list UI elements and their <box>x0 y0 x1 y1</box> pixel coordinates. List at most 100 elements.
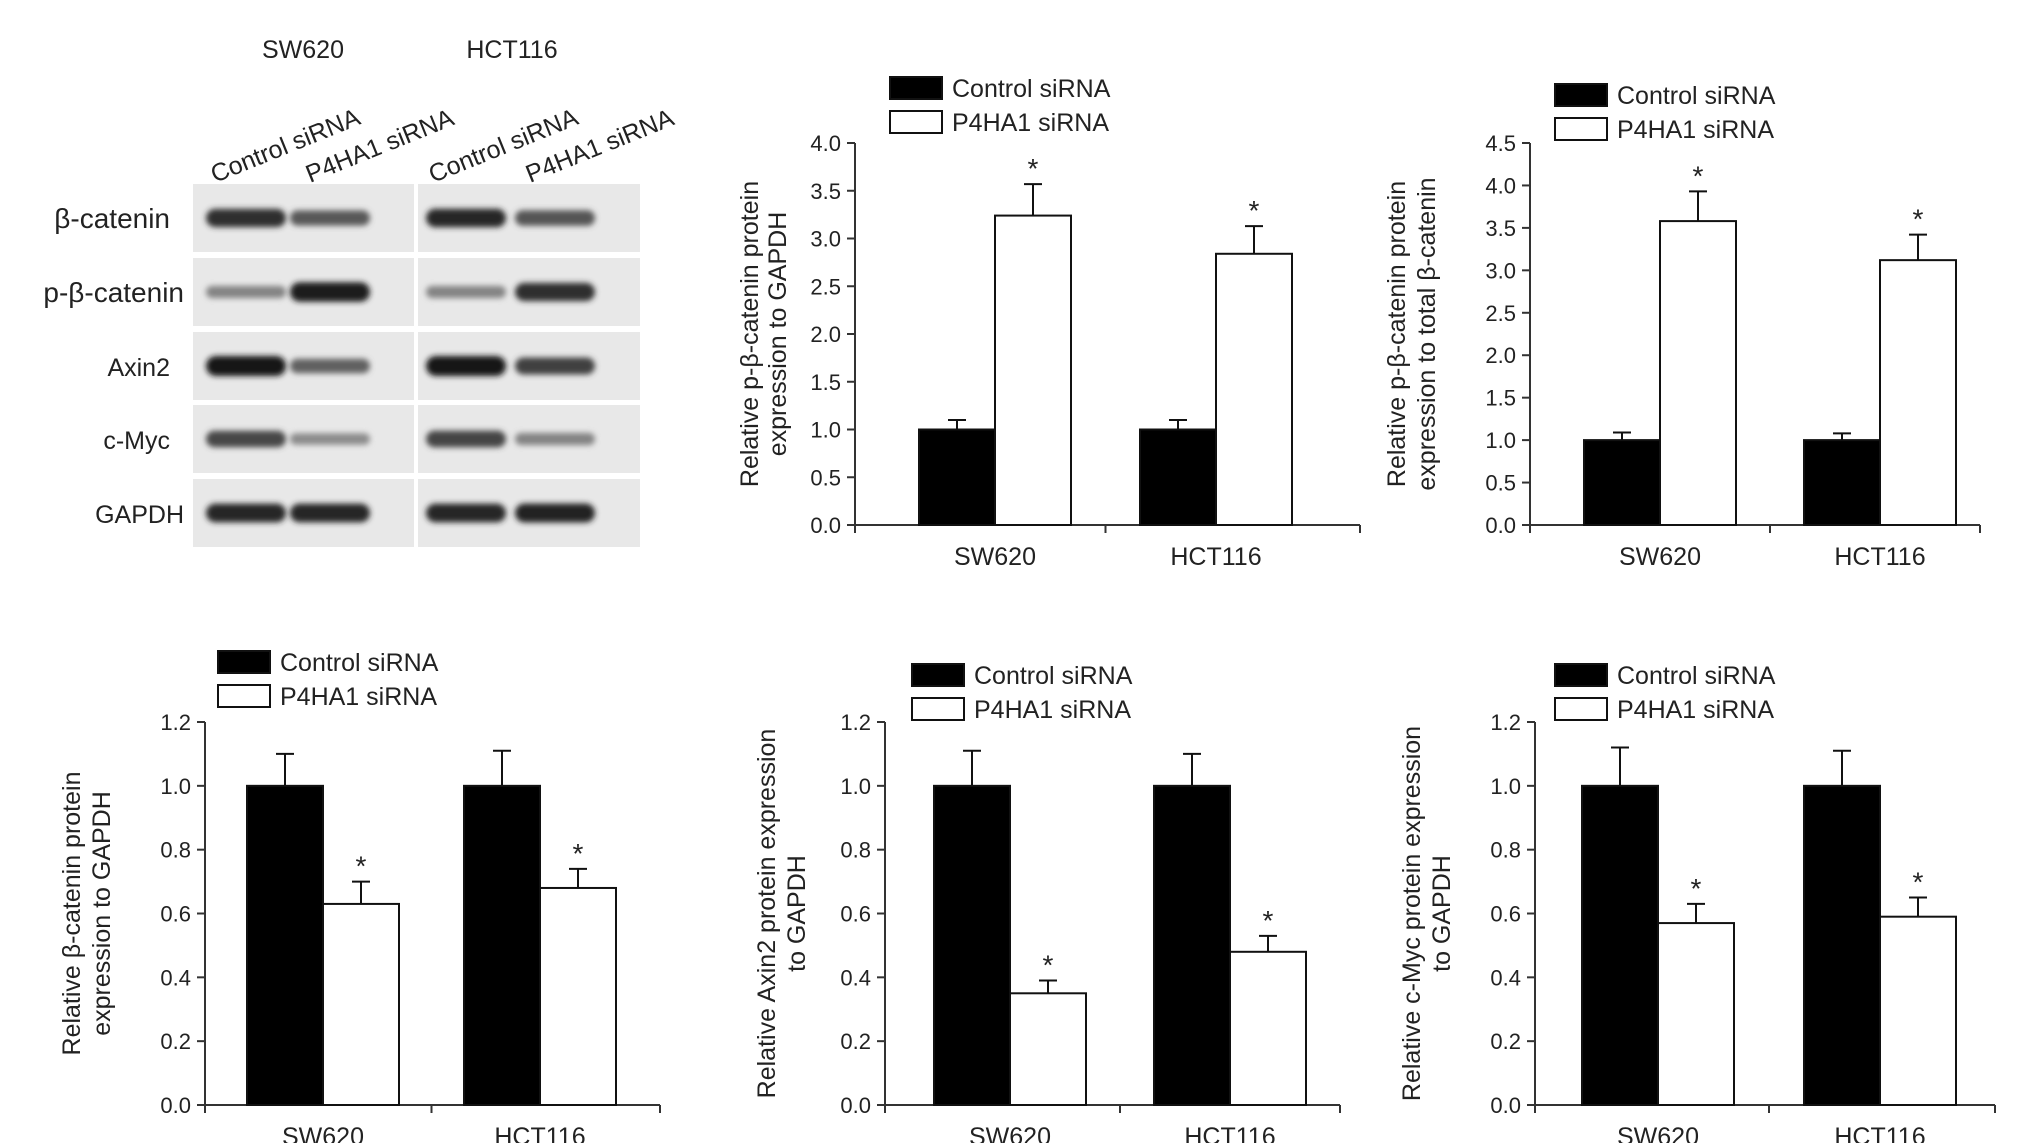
blot-band <box>206 208 286 228</box>
y-tick-label: 3.0 <box>1485 258 1516 283</box>
legend-swatch <box>1554 663 1608 687</box>
bar-control <box>1153 784 1231 1106</box>
legend-label: Control siRNA <box>1617 662 1776 690</box>
blot-band <box>206 285 286 299</box>
blot-band <box>515 282 595 302</box>
y-tick-label: 0.0 <box>1485 513 1516 538</box>
protein-label: β-catenin <box>54 203 170 234</box>
significance-star: * <box>1043 950 1054 981</box>
y-tick-label: 0.2 <box>160 1029 191 1054</box>
blot-band <box>515 357 595 375</box>
bar-control <box>1139 428 1217 526</box>
y-tick-label: 1.0 <box>160 774 191 799</box>
x-tick-label: HCT116 <box>1184 1123 1275 1143</box>
blot-band <box>290 282 370 302</box>
y-tick-label: 3.0 <box>810 227 841 252</box>
y-tick-label: 0.5 <box>810 465 841 490</box>
legend-label: P4HA1 siRNA <box>974 696 1131 724</box>
y-tick-label: 0.8 <box>1490 838 1521 863</box>
y-tick-label: 0.4 <box>840 965 871 990</box>
blot-band <box>206 503 286 523</box>
significance-star: * <box>1249 195 1260 226</box>
blot-band <box>515 432 595 446</box>
bar-chart-p-beta-catenin-total: 0.0 0.5 1.0 1.5 2.0 2.5 3.0 3.5 4.0 4.5 SW620 HCT11… <box>1383 82 1981 571</box>
y-axis-label: expression to GAPDH <box>764 212 792 457</box>
y-tick-label: 4.0 <box>1485 173 1516 198</box>
significance-star: * <box>1913 204 1924 235</box>
y-tick-label: 3.5 <box>1485 216 1516 241</box>
y-tick-label: 2.5 <box>1485 301 1516 326</box>
protein-label: p-β-catenin <box>43 277 184 308</box>
significance-star: * <box>1693 160 1704 191</box>
bar-control <box>1803 784 1881 1106</box>
bar-control <box>1803 439 1881 526</box>
bar-p4ha1 <box>1215 252 1293 526</box>
y-tick-label: 0.6 <box>1490 902 1521 927</box>
significance-star: * <box>1913 867 1924 898</box>
y-tick-label: 1.5 <box>810 370 841 395</box>
y-tick-label: 1.2 <box>160 710 191 735</box>
x-tick-label: SW620 <box>969 1123 1051 1143</box>
bar-p4ha1 <box>994 214 1072 527</box>
bar-p4ha1 <box>1009 992 1087 1107</box>
y-tick-label: 2.0 <box>1485 343 1516 368</box>
bar-control <box>918 428 996 526</box>
bar-chart-c-myc-gapdh: 0.0 0.2 0.4 0.6 0.8 1.0 1.2 SW620 HCT116 * * Relati… <box>1398 662 1996 1143</box>
blot-band <box>290 210 370 226</box>
significance-star: * <box>573 838 584 869</box>
y-tick-label: 1.0 <box>1485 428 1516 453</box>
y-tick-label: 0.0 <box>160 1093 191 1118</box>
y-tick-label: 0.6 <box>160 902 191 927</box>
x-tick-label: HCT116 <box>494 1123 585 1143</box>
blot-band <box>206 356 286 376</box>
blot-band <box>515 503 595 523</box>
blot-bands <box>193 184 640 547</box>
y-tick-label: 0.2 <box>840 1029 871 1054</box>
significance-star: * <box>356 851 367 882</box>
y-tick-label: 0.0 <box>1490 1093 1521 1118</box>
y-tick-label: 0.4 <box>160 965 191 990</box>
legend-swatch <box>1554 83 1608 107</box>
bar-p4ha1 <box>539 886 617 1107</box>
protein-label: GAPDH <box>95 501 184 529</box>
bar-control <box>1583 439 1661 526</box>
bar-control <box>1581 784 1659 1106</box>
blot-band <box>290 433 370 445</box>
bar-p4ha1 <box>1229 950 1307 1106</box>
y-tick-label: 1.2 <box>840 710 871 735</box>
legend-swatch <box>1554 697 1608 721</box>
y-axis-label: to GAPDH <box>783 855 811 972</box>
bar-p4ha1 <box>1657 922 1735 1107</box>
x-tick-label: HCT116 <box>1834 543 1925 571</box>
blot-band <box>515 210 595 226</box>
legend-label: Control siRNA <box>974 662 1133 690</box>
significance-star: * <box>1691 873 1702 904</box>
y-tick-label: 0.8 <box>160 838 191 863</box>
legend-swatch <box>217 650 271 674</box>
y-axis-label: Relative p-β-catenin protein <box>736 181 764 487</box>
legend-swatch <box>889 110 943 134</box>
legend-label: Control siRNA <box>280 649 439 677</box>
legend-swatch <box>911 697 965 721</box>
x-tick-label: HCT116 <box>1170 543 1261 571</box>
bar-p4ha1 <box>1879 915 1957 1106</box>
significance-star: * <box>1028 153 1039 184</box>
blot-band <box>206 430 286 448</box>
y-tick-label: 1.2 <box>1490 710 1521 735</box>
y-axis-label: Relative p-β-catenin protein <box>1383 181 1411 487</box>
blot-band <box>426 503 506 523</box>
bar-control <box>933 784 1011 1106</box>
legend-label: P4HA1 siRNA <box>1617 696 1774 724</box>
y-tick-label: 0.8 <box>840 838 871 863</box>
y-tick-label: 1.0 <box>840 774 871 799</box>
legend-swatch <box>911 663 965 687</box>
legend-label: Control siRNA <box>952 75 1111 103</box>
blot-band <box>426 430 506 448</box>
x-tick-label: HCT116 <box>1834 1123 1925 1143</box>
bar-chart-axin2-gapdh: 0.0 0.2 0.4 0.6 0.8 1.0 1.2 SW620 HCT116 * * Relati… <box>753 662 1341 1143</box>
blot-band <box>290 358 370 374</box>
y-tick-label: 2.5 <box>810 274 841 299</box>
y-tick-label: 0.0 <box>840 1093 871 1118</box>
y-tick-label: 1.0 <box>810 418 841 443</box>
